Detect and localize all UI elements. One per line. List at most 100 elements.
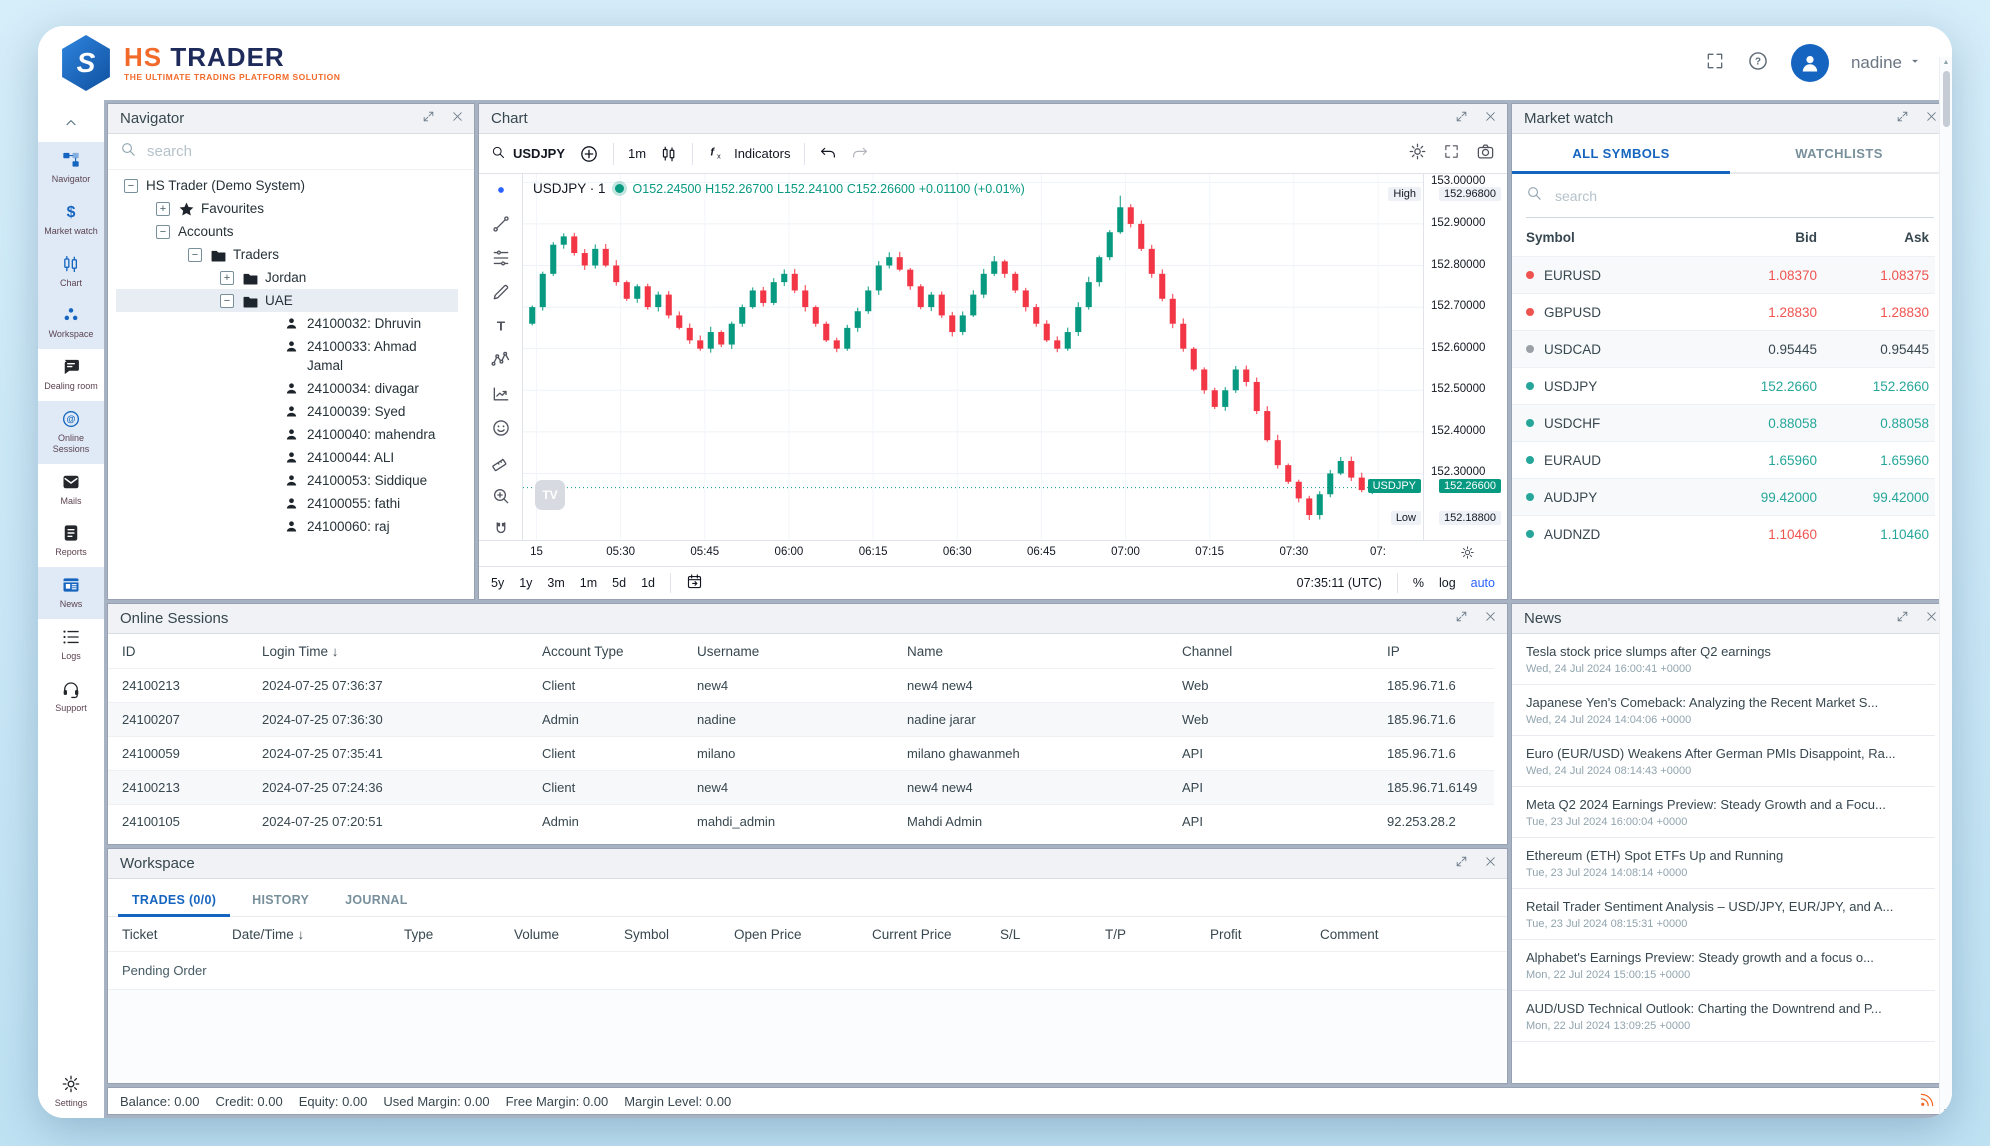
trades-col-comment[interactable]: Comment [1320,926,1379,942]
symbol-row-GBPUSD[interactable]: GBPUSD 1.28830 1.28830 [1512,293,1935,330]
market-search-input[interactable] [1555,187,1795,204]
trades-col-date-time[interactable]: Date/Time ↓ [232,926,305,942]
tree-expander[interactable]: + [156,202,170,216]
sidebar-collapse-button[interactable] [38,104,104,142]
news-scrollbar[interactable]: ▲ ▼ [1939,57,1952,1118]
help-icon[interactable]: ? [1747,50,1769,77]
range-button-3m[interactable]: 3m [547,576,565,590]
symbol-search-button[interactable]: USDJPY [491,145,565,163]
symbol-row-EURUSD[interactable]: EURUSD 1.08370 1.08375 [1512,256,1935,293]
trades-col-type[interactable]: Type [404,926,434,942]
tab-all-symbols[interactable]: ALL SYMBOLS [1512,134,1730,174]
time-axis[interactable]: 15 05:30 05:45 06:00 06:15 06:30 06:45 07:00 07:… [479,540,1507,566]
user-menu[interactable]: nadine [1851,53,1922,73]
trades-col-volume[interactable]: Volume [514,926,560,942]
tree-node[interactable]: 24100044: ALI [116,446,458,469]
tree-node[interactable]: 24100053: Siddique [116,469,458,492]
close-icon[interactable] [1925,110,1938,128]
tree-node[interactable]: + Jordan [116,266,458,289]
tree-expander[interactable]: − [220,294,234,308]
news-item[interactable]: Retail Trader Sentiment Analysis – USD/J… [1512,889,1935,940]
symbol-row-EURAUD[interactable]: EURAUD 1.65960 1.65960 [1512,441,1935,478]
range-button-1y[interactable]: 1y [519,576,533,590]
tab-history[interactable]: HISTORY [252,893,310,907]
news-item[interactable]: Ethereum (ETH) Spot ETFs Up and Running T… [1512,838,1935,889]
tree-node[interactable]: 24100032: Dhruvin [116,312,458,335]
tree-node[interactable]: 24100034: divagar [116,377,458,400]
trades-col-profit[interactable]: Profit [1210,926,1242,942]
chart-snapshot-camera-icon[interactable] [1476,142,1495,166]
fullscreen-icon[interactable] [1705,51,1725,76]
tree-node[interactable]: − UAE [116,289,458,312]
tree-expander[interactable]: + [220,271,234,285]
range-button-1d[interactable]: 1d [641,576,655,590]
sidebar-item-workspace[interactable]: Workspace [38,297,104,350]
chart-fullscreen-icon[interactable] [1443,143,1460,165]
tree-node[interactable]: − HS Trader (Demo System) [116,174,458,197]
symbol-row-USDJPY[interactable]: USDJPY 152.2660 152.2660 [1512,367,1935,404]
news-item[interactable]: Alphabet's Earnings Preview: Steady grow… [1512,940,1935,991]
interval-button[interactable]: 1m [628,146,647,161]
measure-tool-icon[interactable] [491,452,511,477]
expand-icon[interactable] [1455,610,1468,628]
news-item[interactable]: AUD/USD Technical Outlook: Charting the … [1512,991,1935,1042]
emoji-tool-icon[interactable] [491,418,511,443]
expand-icon[interactable] [1896,110,1909,128]
tab-watchlists[interactable]: WATCHLISTS [1795,145,1883,161]
cursor-tool-icon[interactable] [491,180,511,205]
expand-icon[interactable] [422,110,435,128]
auto-scale-button[interactable]: auto [1470,576,1495,590]
news-item[interactable]: Euro (EUR/USD) Weakens After German PMIs… [1512,736,1935,787]
compare-add-icon[interactable] [579,144,599,164]
sessions-col-login-time[interactable]: Login Time ↓ [262,643,339,659]
rss-icon[interactable] [1918,1091,1936,1112]
avatar[interactable] [1790,44,1829,82]
trades-col-symbol[interactable]: Symbol [624,926,670,942]
close-icon[interactable] [1484,855,1497,873]
tree-node[interactable]: − Traders [116,243,458,266]
undo-icon[interactable] [819,145,837,163]
sessions-col-channel[interactable]: Channel [1182,643,1233,659]
sidebar-item-reports[interactable]: Reports [38,515,104,567]
sidebar-item-market-watch[interactable]: $ Market watch [38,193,104,246]
text-tool-icon[interactable]: T [491,316,511,341]
tab-journal[interactable]: JOURNAL [345,893,408,907]
sessions-col-ip[interactable]: IP [1387,643,1400,659]
sidebar-item-support[interactable]: Support [38,671,104,723]
sessions-col-id[interactable]: ID [122,643,136,659]
chart-canvas[interactable]: USDJPY · 1 O152.24500 H152.26700 L152.24… [523,174,1423,540]
price-axis[interactable]: 153.00000 152.90000 152.80000 152.70000 152.… [1423,174,1507,540]
sessions-col-username[interactable]: Username [697,643,760,659]
news-item[interactable]: Tesla stock price slumps after Q2 earnin… [1512,634,1935,685]
calendar-icon[interactable] [686,573,703,593]
trades-col-open-price[interactable]: Open Price [734,926,802,942]
tab-trades[interactable]: TRADES (0/0) [118,884,231,917]
tree-node[interactable]: 24100039: Syed [116,400,458,423]
symbol-row-AUDJPY[interactable]: AUDJPY 99.42000 99.42000 [1512,478,1935,515]
pattern-tool-icon[interactable] [490,350,511,375]
trades-col-current-price[interactable]: Current Price [872,926,952,942]
trades-col-ticket[interactable]: Ticket [122,926,158,942]
redo-icon[interactable] [851,145,869,163]
symbol-row-USDCHF[interactable]: USDCHF 0.88058 0.88058 [1512,404,1935,441]
tree-expander[interactable]: − [156,225,170,239]
sidebar-item-online-sessions[interactable]: @ Online Sessions [38,400,104,464]
sessions-col-account-type[interactable]: Account Type [542,643,624,659]
range-button-1m[interactable]: 1m [579,576,598,590]
forecast-tool-icon[interactable] [491,384,511,409]
trades-col-s-l[interactable]: S/L [1000,926,1021,942]
tree-node[interactable]: − Accounts [116,220,458,243]
sidebar-item-dealing-room[interactable]: Dealing room [38,349,104,401]
sidebar-item-chart[interactable]: Chart [38,245,104,298]
tree-expander[interactable]: − [188,248,202,262]
tree-node[interactable]: 24100040: mahendra [116,423,458,446]
sidebar-item-logs[interactable]: Logs [38,619,104,671]
expand-icon[interactable] [1896,610,1909,628]
tree-node[interactable]: + Favourites [116,197,458,220]
fib-tool-icon[interactable] [491,248,511,273]
trendline-tool-icon[interactable] [491,214,511,239]
news-item[interactable]: Japanese Yen's Comeback: Analyzing the R… [1512,685,1935,736]
tree-node[interactable]: 24100060: raj [116,515,458,538]
close-icon[interactable] [451,110,464,128]
close-icon[interactable] [1484,110,1497,128]
